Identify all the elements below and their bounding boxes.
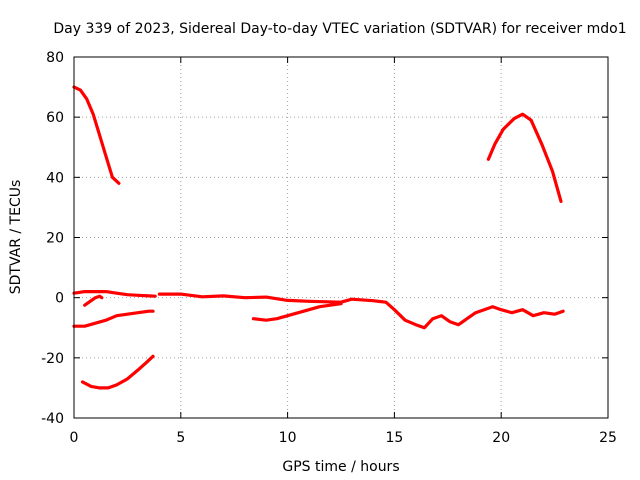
x-tick-label: 10: [279, 430, 297, 446]
y-tick-label: 60: [46, 110, 64, 126]
series-mid-negative-dip: [251, 302, 343, 322]
series-near-zero-middle: [157, 292, 565, 330]
x-tick-label: 5: [176, 430, 185, 446]
y-tick-label: 0: [55, 291, 64, 307]
ticks: 0 5 10 15 20 25 -40 -20 0 20 40 60 80: [41, 50, 617, 446]
x-axis-label: GPS time / hours: [282, 459, 399, 475]
y-tick-label: 40: [46, 170, 64, 186]
series-satellite-b-late-arc: [486, 112, 563, 203]
x-tick-label: 20: [492, 430, 510, 446]
chart-title: Day 339 of 2023, Sidereal Day-to-day VTE…: [53, 21, 626, 37]
x-tick-label: 15: [385, 430, 403, 446]
series-early-negative-band: [72, 309, 155, 328]
y-tick-label: -40: [41, 411, 64, 427]
y-tick-label: -20: [41, 351, 64, 367]
y-axis-label: SDTVAR / TECUs: [8, 180, 24, 295]
series-layer: [72, 85, 565, 390]
x-tick-label: 0: [70, 430, 79, 446]
y-tick-label: 20: [46, 231, 64, 247]
x-tick-label: 25: [599, 430, 617, 446]
grid: [74, 57, 608, 418]
y-tick-label: 80: [46, 50, 64, 66]
series-early-low-arc: [80, 354, 155, 390]
series-satellite-a-early-descending: [72, 85, 121, 185]
series-early-hook: [83, 294, 104, 307]
series-near-zero-early: [72, 290, 157, 298]
plot-frame: [73, 56, 609, 419]
